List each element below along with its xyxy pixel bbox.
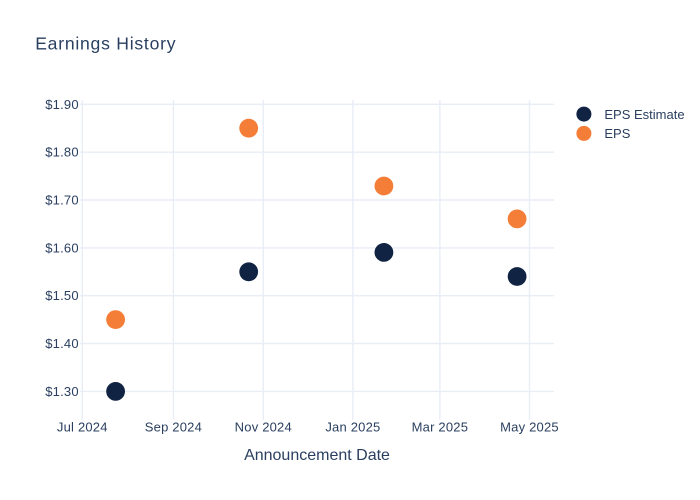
svg-text:Mar 2025: Mar 2025: [412, 419, 469, 434]
svg-text:$1.50: $1.50: [45, 288, 79, 303]
svg-text:Jan 2025: Jan 2025: [325, 419, 380, 434]
svg-text:Jul 2024: Jul 2024: [57, 419, 108, 434]
svg-text:Announcement Date: Announcement Date: [244, 447, 390, 464]
svg-text:$1.70: $1.70: [45, 193, 79, 208]
svg-text:$1.40: $1.40: [45, 336, 79, 351]
svg-text:$1.30: $1.30: [45, 384, 79, 399]
svg-text:$1.60: $1.60: [45, 240, 79, 255]
svg-text:May 2025: May 2025: [500, 419, 559, 434]
svg-text:$1.90: $1.90: [45, 97, 79, 112]
svg-text:EPS: EPS: [604, 126, 630, 141]
svg-text:Nov 2024: Nov 2024: [235, 419, 292, 434]
svg-text:Sep 2024: Sep 2024: [145, 419, 202, 434]
svg-text:EPS Estimate: EPS Estimate: [604, 107, 684, 122]
svg-text:$1.80: $1.80: [45, 145, 79, 160]
svg-text:Earnings History: Earnings History: [35, 34, 176, 54]
